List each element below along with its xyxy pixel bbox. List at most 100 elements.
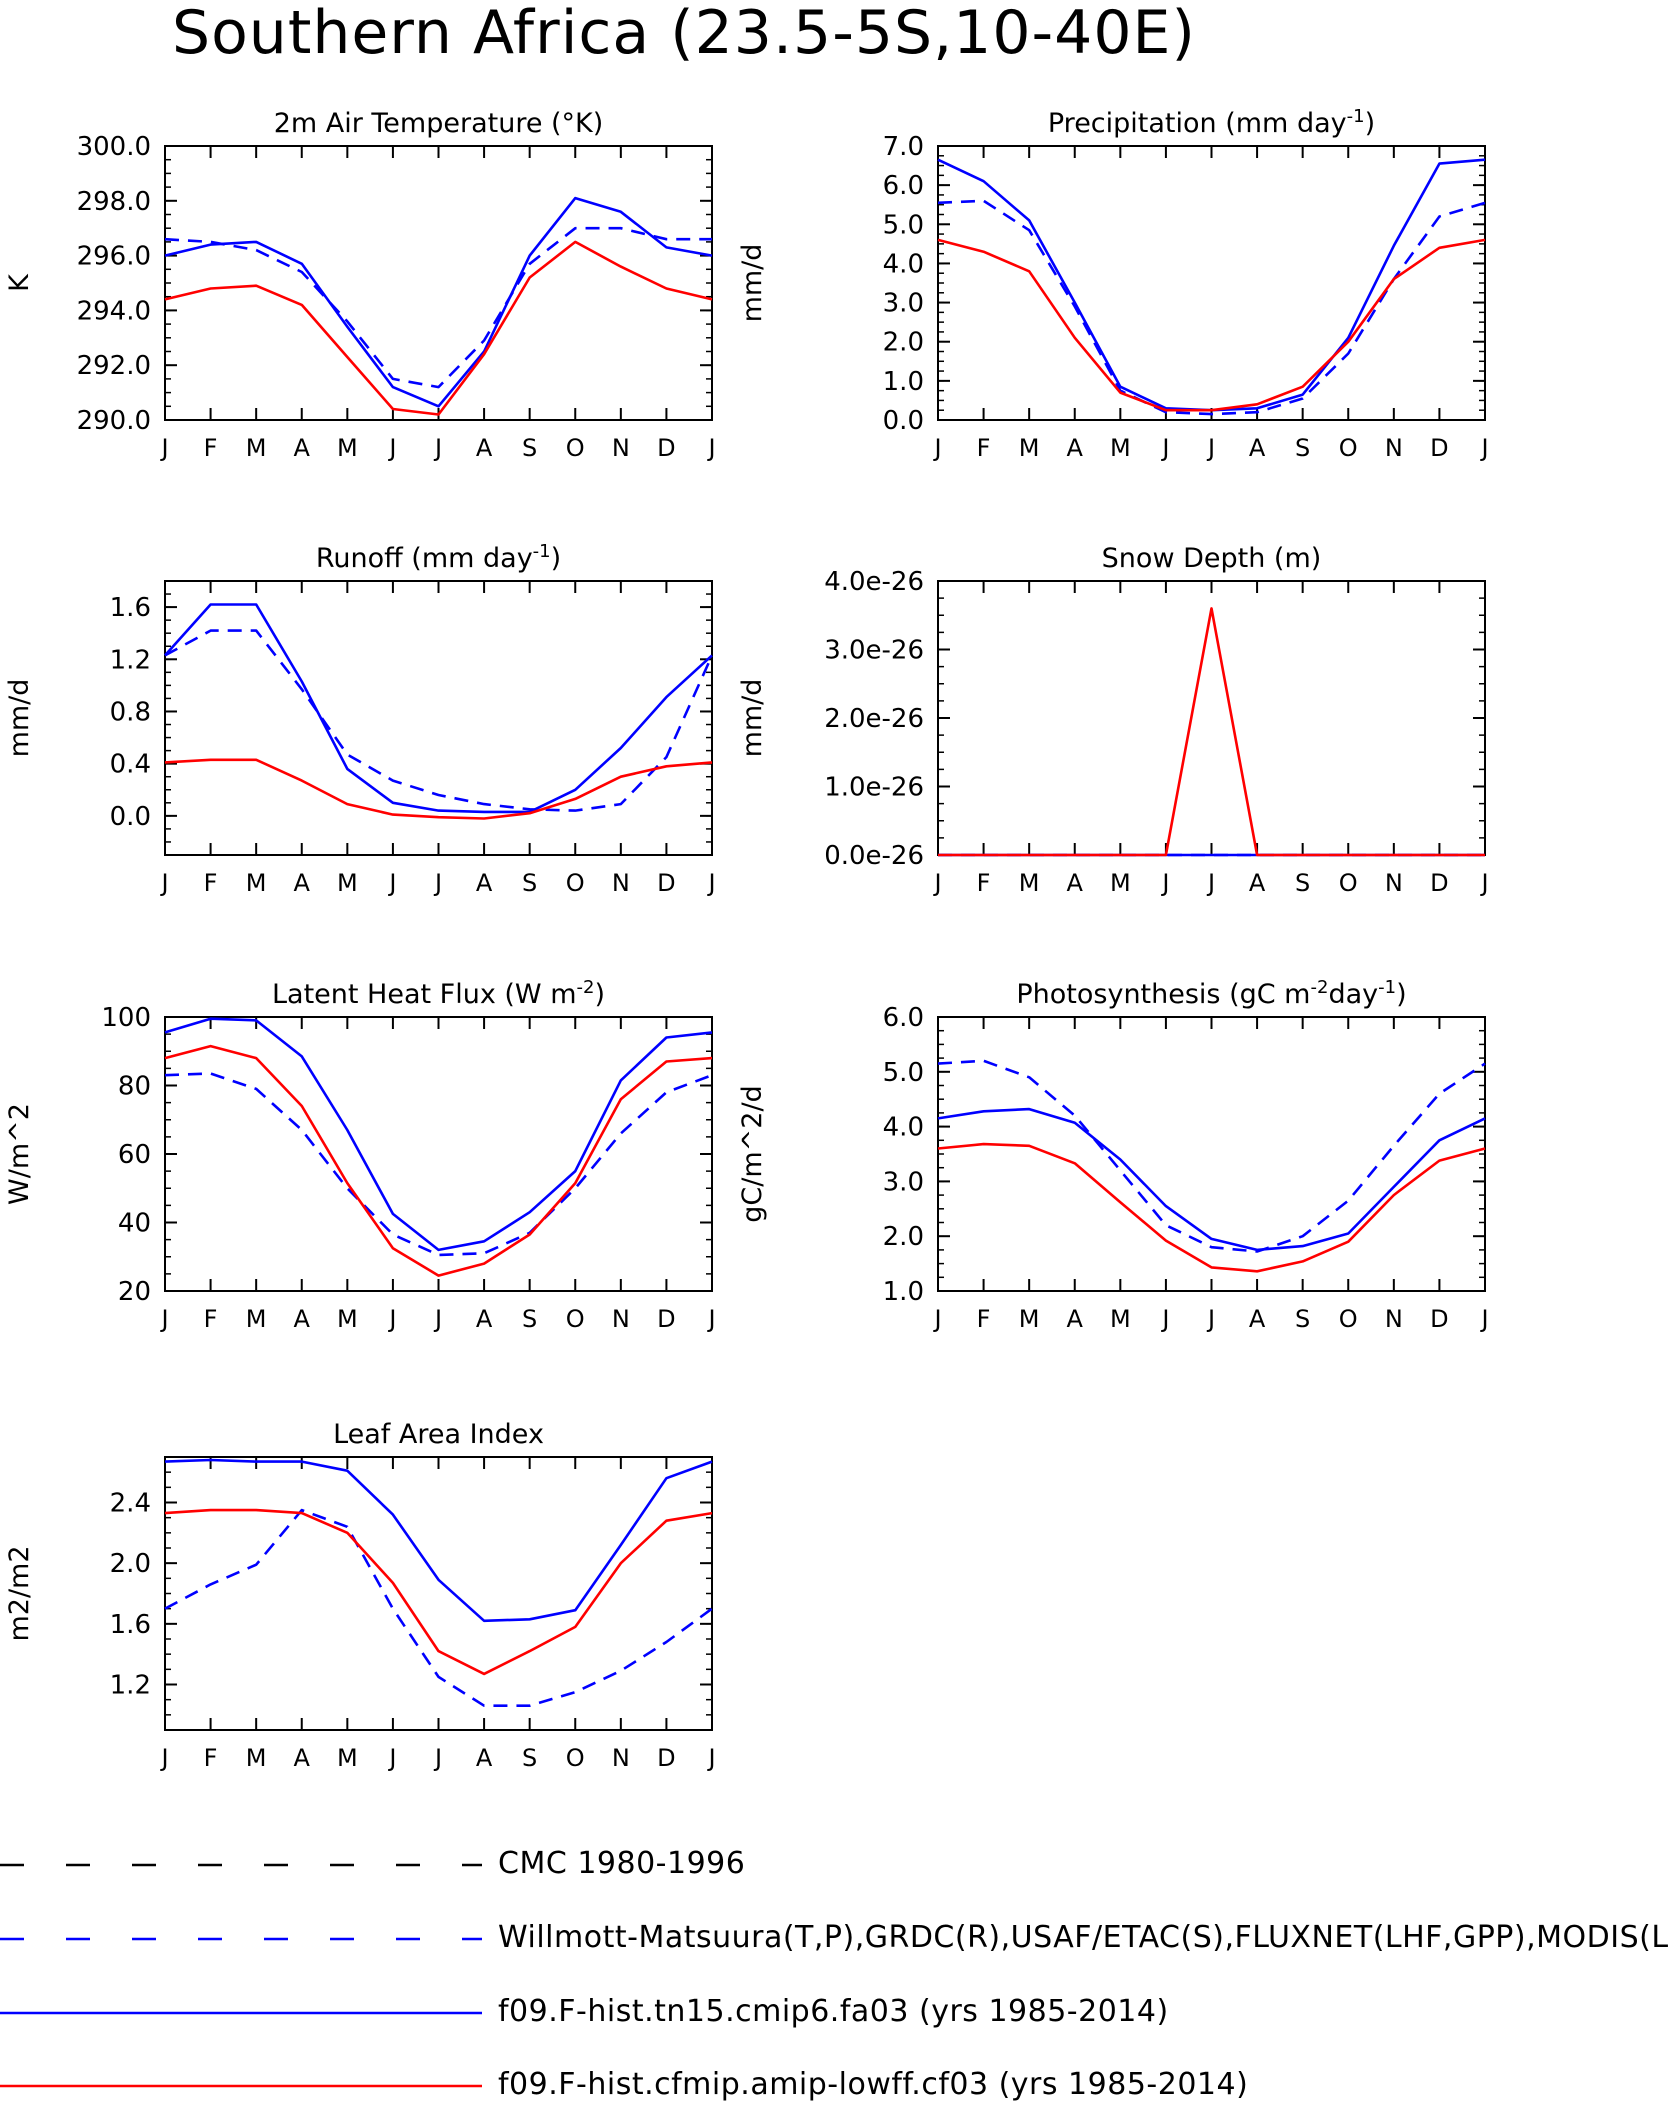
- x-tick-label: J: [706, 1305, 715, 1333]
- y-tick-label: 0.8: [110, 697, 151, 727]
- x-tick-label: N: [612, 1305, 630, 1333]
- x-tick-label: O: [566, 1744, 585, 1772]
- y-axis-label: mm/d: [737, 679, 768, 758]
- x-tick-label: M: [337, 869, 358, 897]
- x-tick-label: F: [204, 1744, 218, 1772]
- y-tick-label: 1.0e-26: [824, 773, 924, 803]
- x-tick-label: N: [1385, 1305, 1403, 1333]
- x-tick-label: F: [204, 434, 218, 462]
- x-tick-label: S: [522, 1305, 537, 1333]
- x-tick-label: J: [387, 869, 396, 897]
- chart-title: Photosynthesis (gC m-2day-1): [1016, 977, 1406, 1011]
- x-tick-label: J: [1160, 869, 1169, 897]
- x-tick-label: J: [387, 434, 396, 462]
- legend-label-observations: Willmott-Matsuura(T,P),GRDC(R),USAF/ETAC…: [498, 1920, 1669, 1955]
- x-tick-label: O: [566, 1305, 585, 1333]
- y-tick-label: 292.0: [77, 351, 151, 381]
- series-line-f09-f-hist-cfmip-amip-lowff-cf03-yrs-198: [164, 1508, 713, 1676]
- y-tick-label: 2.0: [110, 1549, 151, 1579]
- legend: CMC 1980-1996 Willmott-Matsuura(T,P),GRD…: [0, 1845, 1673, 2123]
- x-tick-label: A: [1067, 1305, 1084, 1333]
- x-tick-label: D: [657, 1744, 675, 1772]
- x-tick-label: A: [294, 1744, 311, 1772]
- y-axis-label: mm/d: [4, 679, 35, 758]
- x-tick-label: F: [977, 434, 991, 462]
- x-tick-label: M: [1110, 434, 1131, 462]
- x-tick-label: F: [204, 1305, 218, 1333]
- page-title-text: Southern Africa (23.5-5S,10-40E): [172, 0, 1196, 68]
- legend-entry-fa03: f09.F-hist.tn15.cmip6.fa03 (yrs 1985-201…: [0, 1993, 1673, 2033]
- chart-title: Latent Heat Flux (W m-2): [272, 977, 605, 1011]
- x-tick-label: J: [433, 1305, 442, 1333]
- legend-line-cf03: [0, 2084, 482, 2088]
- x-tick-label: J: [159, 434, 168, 462]
- x-tick-label: J: [433, 1744, 442, 1772]
- chart-title: Precipitation (mm day-1): [1048, 106, 1375, 140]
- series-line-willmott-matsuura-t-p-grdc-r-usaf-etac-s: [937, 1059, 1486, 1253]
- x-tick-label: M: [1110, 869, 1131, 897]
- x-tick-label: D: [1430, 869, 1448, 897]
- plot-frame: [164, 145, 713, 421]
- x-tick-label: O: [566, 869, 585, 897]
- y-tick-label: 2.0: [883, 1222, 924, 1252]
- plot-frame: [164, 580, 713, 856]
- x-tick-label: S: [1295, 1305, 1310, 1333]
- series-line-f09-f-hist-tn15-cmip6-fa03-yrs-1985-2014: [164, 1458, 713, 1623]
- x-tick-label: M: [337, 434, 358, 462]
- legend-line-fa03: [0, 2011, 482, 2015]
- x-tick-label: O: [1339, 869, 1358, 897]
- x-tick-label: A: [476, 869, 493, 897]
- x-tick-label: N: [612, 869, 630, 897]
- y-tick-label: 300.0: [77, 132, 151, 162]
- charts-canvas: J F M A M J J A S O N D J290.0292.0294.0296.0298.030…: [4, 106, 1489, 1773]
- x-tick-label: A: [476, 434, 493, 462]
- y-tick-label: 1.6: [110, 593, 151, 623]
- series-line-willmott-matsuura-t-p-grdc-r-usaf-etac-s: [164, 226, 712, 389]
- y-axis-label: m2/m2: [4, 1545, 35, 1641]
- x-tick-label: M: [246, 869, 267, 897]
- y-tick-label: 0.0: [110, 802, 151, 832]
- y-tick-label: 298.0: [77, 187, 151, 217]
- x-tick-label: S: [1295, 869, 1310, 897]
- x-tick-label: N: [1385, 434, 1403, 462]
- y-tick-label: 4.0: [883, 249, 924, 279]
- series-line-f09-f-hist-cfmip-amip-lowff-cf03-yrs-198: [938, 607, 1485, 857]
- y-tick-label: 0.4: [110, 750, 151, 780]
- x-tick-label: M: [337, 1305, 358, 1333]
- x-tick-label: J: [1206, 434, 1215, 462]
- y-tick-label: 296.0: [77, 242, 151, 272]
- chart-panel-6: J F M A M J J A S O N D J1.02.03.04.05.06.0Photosynt…: [737, 977, 1489, 1334]
- legend-label-fa03: f09.F-hist.tn15.cmip6.fa03 (yrs 1985-201…: [498, 1994, 1169, 2029]
- x-tick-label: J: [706, 434, 715, 462]
- y-tick-label: 0.0: [883, 406, 924, 436]
- y-tick-label: 2.0: [883, 328, 924, 358]
- x-tick-label: D: [657, 869, 675, 897]
- y-tick-label: 3.0: [883, 289, 924, 319]
- legend-entry-cmc: CMC 1980-1996: [0, 1845, 1673, 1885]
- chart-panel-1: J F M A M J J A S O N D J290.0292.0294.0296.0298.030…: [4, 108, 716, 462]
- chart-title: Leaf Area Index: [333, 1419, 544, 1450]
- x-tick-label: J: [159, 1744, 168, 1772]
- legend-label-cf03: f09.F-hist.cfmip.amip-lowff.cf03 (yrs 19…: [498, 2067, 1249, 2102]
- y-tick-label: 3.0: [883, 1167, 924, 1197]
- x-tick-label: J: [1160, 434, 1169, 462]
- x-tick-label: J: [1206, 1305, 1215, 1333]
- legend-label-cmc: CMC 1980-1996: [498, 1846, 746, 1881]
- x-tick-label: S: [1295, 434, 1310, 462]
- x-tick-label: J: [706, 1744, 715, 1772]
- x-tick-label: A: [1067, 434, 1084, 462]
- x-tick-label: J: [1479, 1305, 1488, 1333]
- series-line-willmott-matsuura-t-p-grdc-r-usaf-etac-s: [937, 199, 1486, 416]
- x-tick-label: J: [1206, 869, 1215, 897]
- plot-frame: [937, 580, 1486, 856]
- x-tick-label: J: [706, 869, 715, 897]
- chart-title: 2m Air Temperature (°K): [274, 108, 604, 139]
- x-tick-label: F: [977, 869, 991, 897]
- series-line-f09-f-hist-tn15-cmip6-fa03-yrs-1985-2014: [164, 603, 713, 814]
- chart-panel-4: J F M A M J J A S O N D J0.0e-261.0e-262.0e-263.0e-2…: [737, 543, 1489, 897]
- x-tick-label: A: [1249, 869, 1266, 897]
- y-tick-label: 5.0: [883, 1058, 924, 1088]
- y-axis-label: mm/d: [737, 244, 768, 323]
- x-tick-label: M: [1019, 869, 1040, 897]
